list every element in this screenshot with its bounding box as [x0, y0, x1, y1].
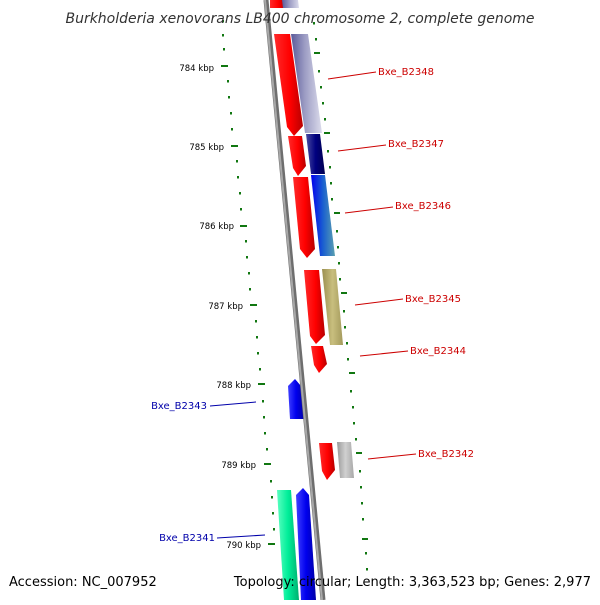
gene-label-bxe-b2344[interactable]: Bxe_B2344 [410, 346, 466, 357]
genome-summary-text: Topology: circular; Length: 3,363,523 bp… [233, 575, 591, 590]
cds-feature-bxe-b2342[interactable] [319, 443, 335, 480]
track-bar-bxe-b2347[interactable] [306, 134, 325, 174]
gene-label-bxe-b2346[interactable]: Bxe_B2346 [395, 201, 451, 212]
annotation-tracks [282, 0, 354, 478]
gene-label-bxe-b2343[interactable]: Bxe_B2343 [151, 401, 207, 412]
ruler-dots [222, 20, 275, 531]
accession-text: Accession: NC_007952 [9, 575, 157, 590]
ruler-label-790: 790 kbp [226, 541, 261, 551]
gene-label-bxe-b2348[interactable]: Bxe_B2348 [378, 67, 434, 78]
cds-feature-bxe-b2347[interactable] [288, 136, 306, 176]
gene-label-bxe-b2347[interactable]: Bxe_B2347 [388, 139, 444, 150]
gene-labels: Bxe_B2348 Bxe_B2347 Bxe_B2346 Bxe_B2345 … [151, 67, 474, 544]
ruler-label-789: 789 kbp [221, 461, 256, 471]
cds-feature-bxe-b2343[interactable] [288, 379, 304, 419]
cds-feature-blue-reverse[interactable] [296, 488, 316, 600]
cds-feature-bxe-b2344[interactable] [311, 346, 327, 373]
forward-strand-genes [270, 0, 335, 480]
ruler-labels: 784 kbp 785 kbp 786 kbp 787 kbp 788 kbp … [179, 64, 261, 551]
bottom-genes [277, 488, 316, 600]
chromosome-backbone [263, 0, 326, 601]
reverse-strand-genes [288, 379, 304, 419]
cds-feature-bxe-b2341[interactable] [277, 490, 299, 600]
ruler-label-788: 788 kbp [216, 381, 251, 391]
ruler-major-ticks [221, 65, 275, 545]
gene-label-bxe-b2345[interactable]: Bxe_B2345 [405, 294, 461, 305]
gene-label-bxe-b2342[interactable]: Bxe_B2342 [418, 449, 474, 460]
cds-feature-bxe-b2345[interactable] [304, 270, 325, 344]
track-bar-bxe-b2342[interactable] [337, 442, 354, 478]
ruler-label-785: 785 kbp [189, 143, 224, 153]
track-bar-bxe-b2345[interactable] [322, 269, 343, 345]
gene-label-bxe-b2341[interactable]: Bxe_B2341 [159, 533, 215, 544]
ruler-label-784: 784 kbp [179, 64, 214, 74]
track-bar-bxe-b2348[interactable] [291, 34, 322, 133]
map-title: Burkholderia xenovorans LB400 chromosome… [65, 11, 534, 27]
cds-feature-bxe-b2346[interactable] [293, 177, 315, 258]
track-bar [282, 0, 299, 8]
right-dots [313, 22, 368, 571]
ruler-label-787: 787 kbp [208, 302, 243, 312]
cds-feature[interactable] [270, 0, 285, 8]
ruler-label-786: 786 kbp [199, 222, 234, 232]
cds-feature-bxe-b2348[interactable] [274, 34, 303, 136]
track-bar-bxe-b2346[interactable] [311, 175, 335, 256]
